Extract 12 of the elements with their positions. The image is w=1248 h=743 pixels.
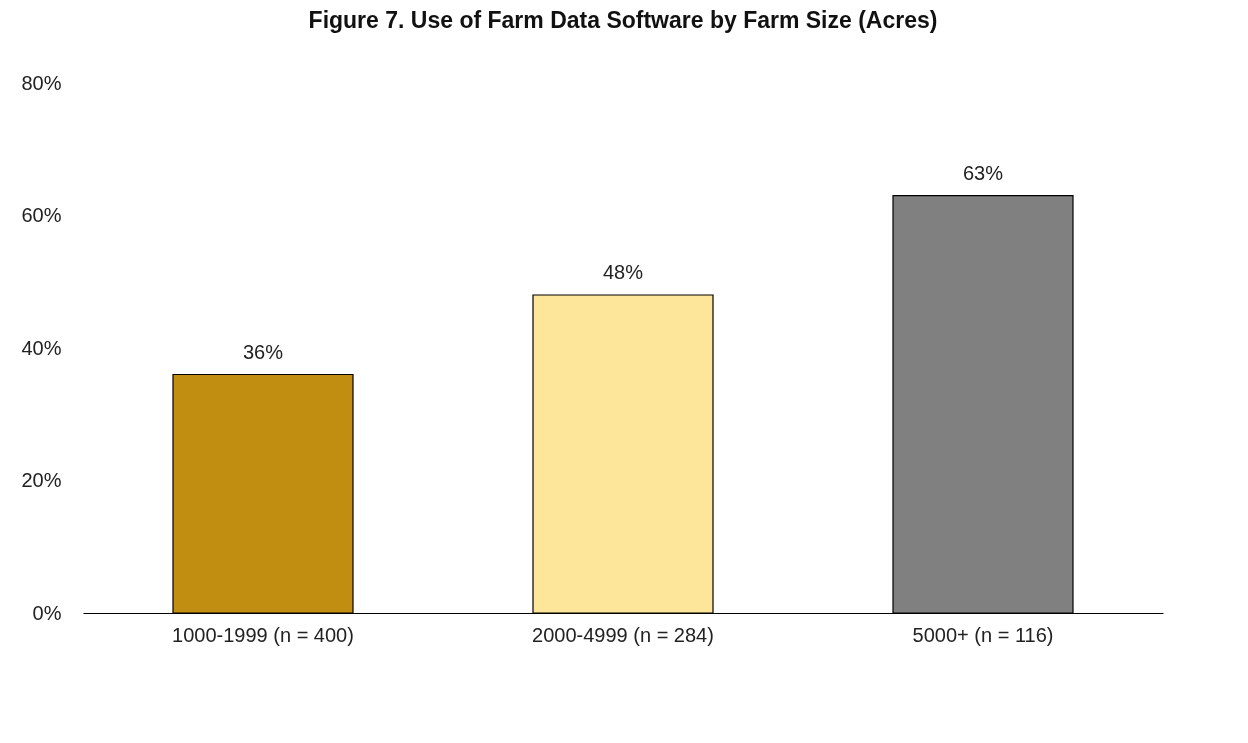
data-label: 48% [602,261,644,283]
x-tick-label: 1000-1999 (n = 400) [172,623,354,646]
data-label: 36% [242,340,284,363]
y-tick-label: 20% [21,469,62,491]
y-tick-label: 0% [32,601,62,624]
x-tick-label: 2000-4999 (n = 284) [532,623,714,646]
y-tick-label: 80% [21,71,62,94]
y-tick-label: 40% [21,336,62,359]
y-tick-label: 60% [21,204,62,226]
x-tick-label: 5000+ (n = 116) [912,623,1054,646]
data-label: 63% [962,161,1004,184]
chart-title: Figure 7. Use of Farm Data Software by Farm Size (Acres) [308,7,938,33]
